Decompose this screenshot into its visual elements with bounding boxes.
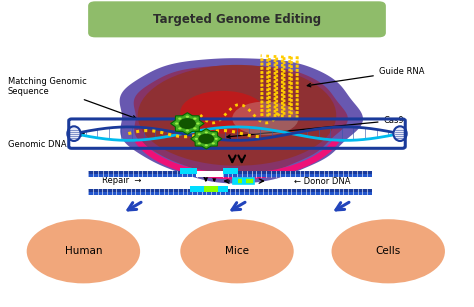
Ellipse shape [138, 65, 336, 166]
Circle shape [196, 122, 200, 125]
Text: Mice: Mice [225, 246, 249, 256]
FancyBboxPatch shape [196, 171, 223, 177]
FancyBboxPatch shape [190, 186, 204, 192]
Text: Genomic DNA: Genomic DNA [8, 133, 84, 150]
FancyBboxPatch shape [233, 178, 238, 184]
FancyBboxPatch shape [88, 192, 372, 195]
Ellipse shape [232, 102, 299, 135]
Circle shape [198, 134, 214, 144]
Text: Human: Human [64, 246, 102, 256]
Text: Cas9: Cas9 [227, 116, 404, 138]
Ellipse shape [393, 126, 407, 141]
Polygon shape [171, 113, 204, 134]
Circle shape [198, 133, 201, 135]
FancyBboxPatch shape [88, 1, 386, 37]
FancyBboxPatch shape [180, 168, 197, 174]
Circle shape [175, 122, 178, 125]
Circle shape [178, 118, 182, 120]
Circle shape [205, 131, 208, 134]
Circle shape [193, 118, 197, 120]
Circle shape [215, 138, 218, 140]
Ellipse shape [331, 219, 445, 283]
Circle shape [186, 129, 189, 131]
Text: ← Donor DNA: ← Donor DNA [294, 177, 350, 185]
FancyBboxPatch shape [88, 171, 197, 174]
Circle shape [186, 115, 189, 118]
Ellipse shape [27, 219, 140, 283]
Polygon shape [191, 129, 222, 149]
Circle shape [198, 142, 201, 144]
Circle shape [212, 133, 215, 135]
Circle shape [212, 142, 215, 144]
Text: Targeted Genome Editing: Targeted Genome Editing [153, 13, 321, 26]
Text: Repair  →: Repair → [101, 176, 141, 185]
Text: Matching Genomic
Sequence: Matching Genomic Sequence [8, 76, 136, 119]
Circle shape [179, 118, 196, 129]
FancyBboxPatch shape [88, 188, 372, 192]
FancyBboxPatch shape [88, 174, 197, 177]
Ellipse shape [180, 219, 294, 283]
Polygon shape [119, 58, 363, 184]
Ellipse shape [180, 91, 265, 134]
FancyBboxPatch shape [242, 178, 246, 184]
Polygon shape [134, 65, 348, 176]
Circle shape [205, 144, 208, 146]
FancyBboxPatch shape [223, 168, 238, 174]
Circle shape [193, 127, 197, 130]
FancyBboxPatch shape [233, 178, 255, 184]
FancyBboxPatch shape [204, 186, 218, 192]
FancyBboxPatch shape [223, 174, 372, 177]
Text: Cells: Cells [375, 246, 401, 256]
FancyBboxPatch shape [218, 186, 228, 192]
Ellipse shape [67, 126, 81, 141]
FancyBboxPatch shape [223, 171, 372, 174]
Text: Guide RNA: Guide RNA [307, 67, 424, 87]
Circle shape [195, 138, 198, 140]
Circle shape [178, 127, 182, 130]
